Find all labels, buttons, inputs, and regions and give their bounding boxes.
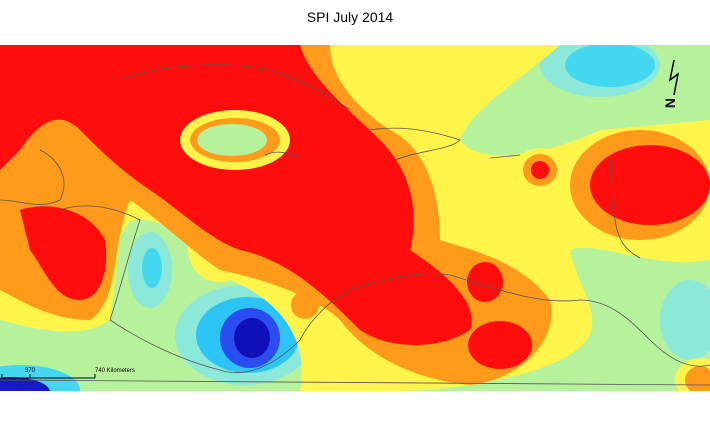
- scale-label: 370: [25, 368, 36, 374]
- spi-field: [0, 45, 710, 391]
- coastlines: [0, 64, 710, 386]
- north-arrow: N: [662, 59, 680, 108]
- scale-bar: 370 740 Kilometers: [1, 368, 135, 379]
- north-label: N: [662, 98, 678, 108]
- map-title: SPI July 2014: [307, 9, 394, 25]
- scale-label: 740 Kilometers: [95, 368, 135, 374]
